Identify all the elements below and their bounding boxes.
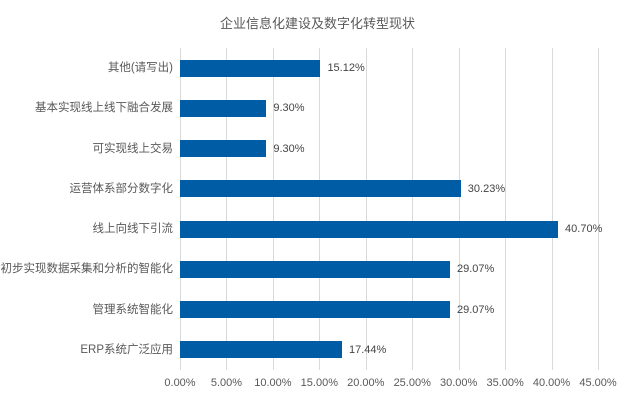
category-label: ERP系统广泛应用 — [80, 343, 173, 356]
bar-value-label: 15.12% — [327, 62, 365, 75]
bar — [180, 260, 451, 278]
gridline — [180, 48, 181, 370]
gridline — [551, 48, 553, 370]
bar — [180, 140, 267, 158]
category-label: 其他(请写出) — [107, 62, 173, 75]
bar-value-label: 29.07% — [457, 263, 495, 276]
gridline — [365, 48, 367, 370]
category-label: 基本实现线上线下融合发展 — [35, 102, 173, 115]
bar — [180, 301, 451, 319]
bar-value-label: 17.44% — [348, 343, 387, 356]
category-label: 初步实现数据采集和分析的智能化 — [0, 263, 174, 276]
bar — [180, 99, 267, 117]
bar-value-label: 9.30% — [273, 102, 305, 115]
category-label: 管理系统智能化 — [92, 303, 174, 316]
bar-value-label: 30.23% — [467, 182, 506, 195]
bar — [180, 59, 321, 77]
chart-title: 企业信息化建设及数字化转型现状 — [219, 16, 415, 31]
gridline — [505, 48, 507, 370]
x-axis-tick-label: 20.00% — [347, 377, 385, 389]
x-axis-tick-label: 0.00% — [164, 377, 196, 389]
bar-value-label: 40.70% — [565, 223, 603, 236]
gridline — [598, 48, 599, 370]
bar — [180, 341, 342, 359]
x-axis-tick-label: 15.00% — [300, 377, 338, 389]
x-axis-tick-label: 25.00% — [393, 377, 431, 389]
gridline — [412, 48, 414, 370]
gridline — [319, 48, 321, 370]
x-axis-tick-label: 35.00% — [486, 377, 524, 389]
bar — [180, 180, 461, 198]
gridline — [272, 48, 274, 370]
gridline — [458, 48, 460, 370]
bar — [180, 220, 559, 238]
category-label: 可实现线上交易 — [92, 142, 174, 155]
bar-value-label: 29.07% — [457, 303, 495, 316]
gridline — [226, 48, 228, 370]
x-axis-tick-label: 30.00% — [440, 377, 478, 389]
x-axis-tick-label: 10.00% — [254, 377, 292, 389]
category-label: 运营体系部分数字化 — [69, 182, 174, 195]
x-axis-tick-label: 5.00% — [210, 377, 243, 389]
category-label: 线上向线下引流 — [92, 223, 174, 236]
x-axis-tick-label: 45.00% — [579, 377, 617, 389]
x-axis-tick-label: 40.00% — [532, 377, 571, 389]
bar-value-label: 9.30% — [273, 142, 305, 155]
